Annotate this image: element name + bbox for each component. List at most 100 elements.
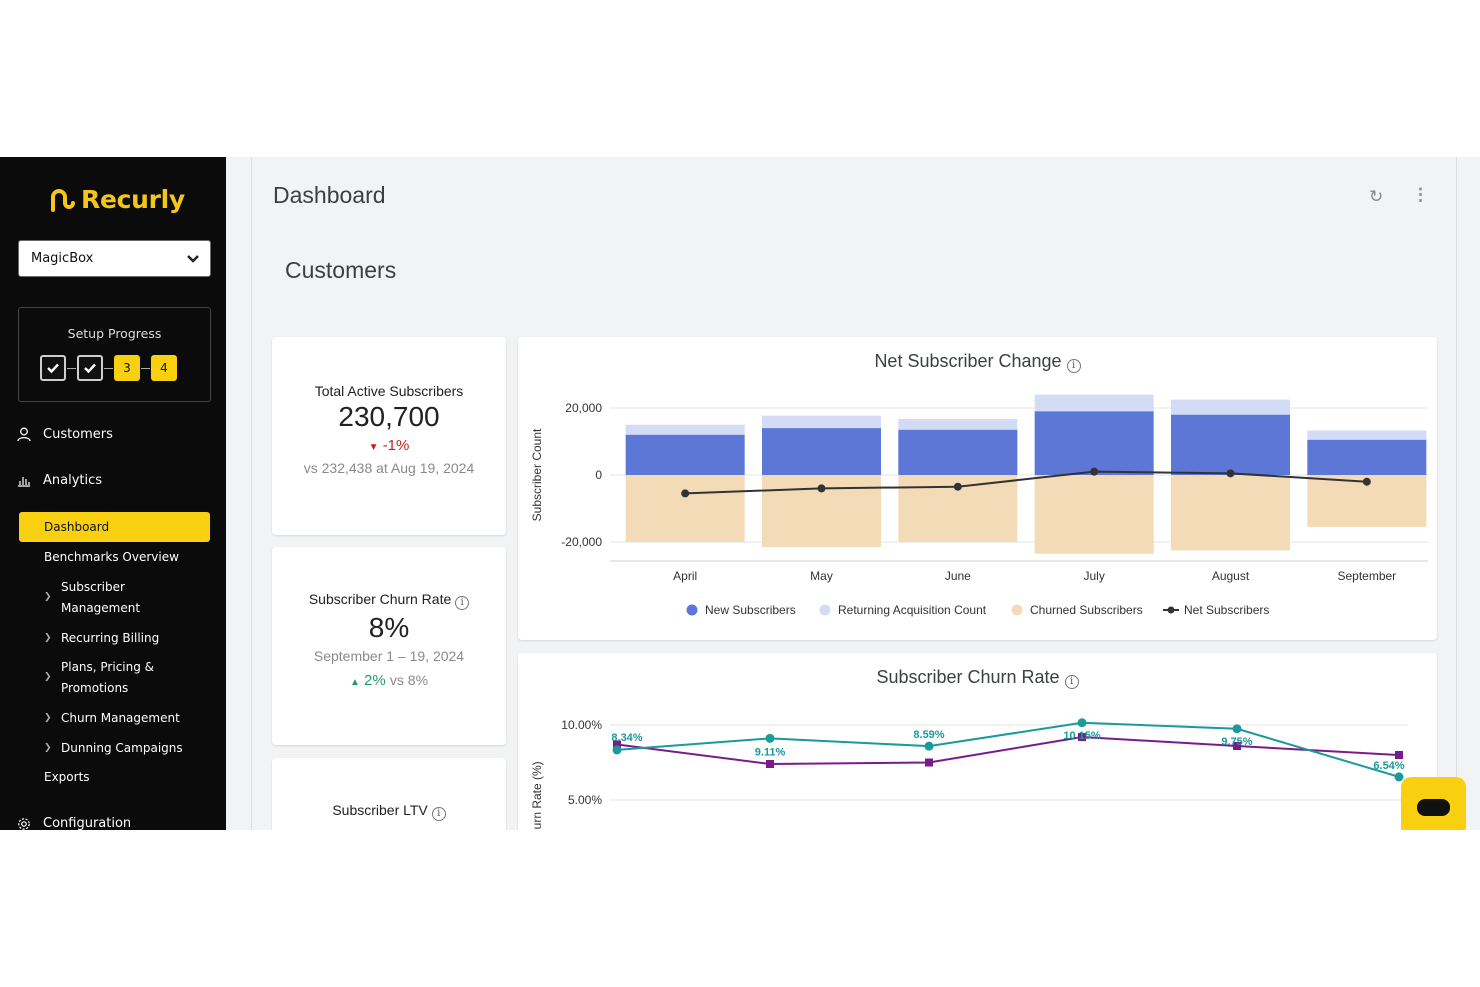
legend-swatch xyxy=(1167,606,1175,614)
kpi-change: ▲ 2% vs 8% xyxy=(272,672,506,689)
data-label: 9.75% xyxy=(1221,736,1252,748)
nav-churn-management[interactable]: Churn Management xyxy=(61,711,180,725)
chevron-down-icon xyxy=(187,254,199,263)
bar-returning-acquisition xyxy=(898,419,1018,430)
x-tick-label: June xyxy=(945,569,971,583)
nav-customers-label: Customers xyxy=(43,427,113,442)
info-icon[interactable]: i xyxy=(455,596,470,610)
nav-customers[interactable]: Customers xyxy=(17,427,113,442)
legend-label: Net Subscribers xyxy=(1184,603,1269,617)
bar-returning-acquisition xyxy=(1034,394,1154,412)
refresh-icon[interactable]: ↻ xyxy=(1369,187,1384,206)
nav-benchmarks-overview[interactable]: Benchmarks Overview xyxy=(44,550,179,564)
churn-series-1-line xyxy=(616,721,1400,778)
bar-chart-icon xyxy=(18,477,30,487)
kpi-change-value: 2% xyxy=(364,672,386,689)
churn-series-1-point xyxy=(924,741,934,751)
main-panel: Dashboard ↻ ⋮ Customers Total Active Sub… xyxy=(251,157,1457,830)
churn-series-1-point xyxy=(1394,772,1404,782)
x-tick-label: April xyxy=(673,569,697,583)
net-subscribers-point xyxy=(681,489,690,498)
bar-chart-canvas: 20,000 0 -20,000 Subscriber Count April May Ju… xyxy=(530,394,1428,617)
recurly-logo[interactable]: Recurly xyxy=(47,185,185,214)
net-subscribers-line xyxy=(685,470,1367,495)
chevron-right-icon: ❯ xyxy=(44,672,52,682)
churn-series-2-point xyxy=(925,758,933,767)
churn-series-1-point xyxy=(1077,718,1087,728)
y-axis-title: Churn Rate (%) xyxy=(530,761,544,830)
y-tick-label: 0 xyxy=(595,468,602,482)
y-tick-label: 20,000 xyxy=(565,401,602,415)
brand-name: Recurly xyxy=(81,185,185,214)
y-axis-title: Subscriber Count xyxy=(530,428,544,521)
setup-progress[interactable]: Setup Progress 3 4 xyxy=(18,307,211,402)
setup-step-1-complete[interactable] xyxy=(40,355,66,381)
person-icon xyxy=(17,427,31,442)
net-subscribers-point xyxy=(1362,477,1371,486)
data-label: 10.15% xyxy=(1063,730,1101,742)
org-select[interactable]: MagicBox xyxy=(18,240,211,277)
nav-analytics[interactable]: Analytics xyxy=(17,473,102,488)
nav-exports[interactable]: Exports xyxy=(44,770,90,784)
legend-swatch xyxy=(686,604,698,616)
bar-new-subscribers xyxy=(1307,439,1427,475)
nav-subscriber-management[interactable]: Subscriber Management xyxy=(61,577,140,619)
more-options-icon[interactable]: ⋮ xyxy=(1412,185,1429,204)
chart-title-row: Net Subscriber Change i xyxy=(518,351,1437,373)
nav-recurring-billing[interactable]: Recurring Billing xyxy=(61,631,160,645)
net-subscribers-point xyxy=(817,484,826,493)
y-tick-label: -20,000 xyxy=(561,535,602,549)
data-label: 9.11% xyxy=(755,746,786,758)
trend-up-icon: ▲ xyxy=(349,677,360,688)
y-tick-label: 5.00% xyxy=(568,793,602,807)
churn-series-2-point xyxy=(613,740,621,749)
page-title: Dashboard xyxy=(273,182,386,208)
chart-subscriber-churn-rate: Subscriber Churn Rate i 10.00% 5.00% Churn… xyxy=(518,653,1437,830)
kpi-change-value: -1% xyxy=(382,437,410,454)
net-subscribers-point xyxy=(953,482,962,491)
legend-swatch xyxy=(1011,604,1023,616)
nav-configuration-label: Configuration xyxy=(43,816,132,830)
step-connector xyxy=(104,367,113,369)
bar-returning-acquisition xyxy=(762,415,881,429)
nav-dunning-campaigns[interactable]: Dunning Campaigns xyxy=(61,741,183,755)
nav-plans-line1: Plans, Pricing & xyxy=(61,660,155,674)
churn-series-2-point xyxy=(1078,733,1086,741)
nav-configuration[interactable]: Configuration xyxy=(17,816,131,830)
chart-title-row: Subscriber Churn Rate i xyxy=(518,667,1437,689)
info-icon[interactable]: i xyxy=(1066,359,1081,373)
step-connector xyxy=(141,367,150,369)
chevron-right-icon: ❯ xyxy=(44,633,52,643)
chevron-right-icon: ❯ xyxy=(44,592,52,602)
step-connector xyxy=(67,367,76,369)
y-tick-label: 10.00% xyxy=(561,718,602,732)
info-icon[interactable]: i xyxy=(431,807,446,821)
info-icon[interactable]: i xyxy=(1064,675,1079,689)
kpi-change: ▼ -1% xyxy=(272,437,506,454)
chat-bubble-icon xyxy=(1417,799,1450,816)
org-select-value: MagicBox xyxy=(31,251,94,266)
setup-step-3[interactable]: 3 xyxy=(114,355,140,381)
x-tick-label: May xyxy=(810,569,833,583)
kpi-label: Subscriber Churn Rate xyxy=(308,591,452,607)
bar-returning-acquisition xyxy=(1171,399,1290,415)
nav-subscriber-management-line2: Management xyxy=(61,601,141,615)
bar-new-subscribers xyxy=(625,434,745,475)
data-label: 8.34% xyxy=(611,732,642,744)
nav-plans-pricing-promotions[interactable]: Plans, Pricing & Promotions xyxy=(61,657,154,699)
chat-button[interactable] xyxy=(1401,777,1466,830)
setup-step-2-complete[interactable] xyxy=(77,355,103,381)
churn-series-2-point xyxy=(1395,751,1403,759)
chart-title: Net Subscriber Change xyxy=(874,351,1062,371)
kpi-total-active-subscribers: Total Active Subscribers 230,700 ▼ -1% v… xyxy=(272,337,506,535)
bar-returning-acquisition xyxy=(1307,430,1427,440)
nav-dashboard[interactable]: Dashboard xyxy=(19,512,210,542)
bar-new-subscribers xyxy=(898,429,1018,475)
legend-swatch xyxy=(819,604,831,616)
bar-returning-acquisition xyxy=(625,424,745,435)
legend-label: New Subscribers xyxy=(705,603,796,617)
bar-new-subscribers xyxy=(1171,414,1290,475)
nav-analytics-label: Analytics xyxy=(43,473,103,488)
setup-step-4[interactable]: 4 xyxy=(151,355,177,381)
kpi-period: September 1 – 19, 2024 xyxy=(313,648,465,664)
